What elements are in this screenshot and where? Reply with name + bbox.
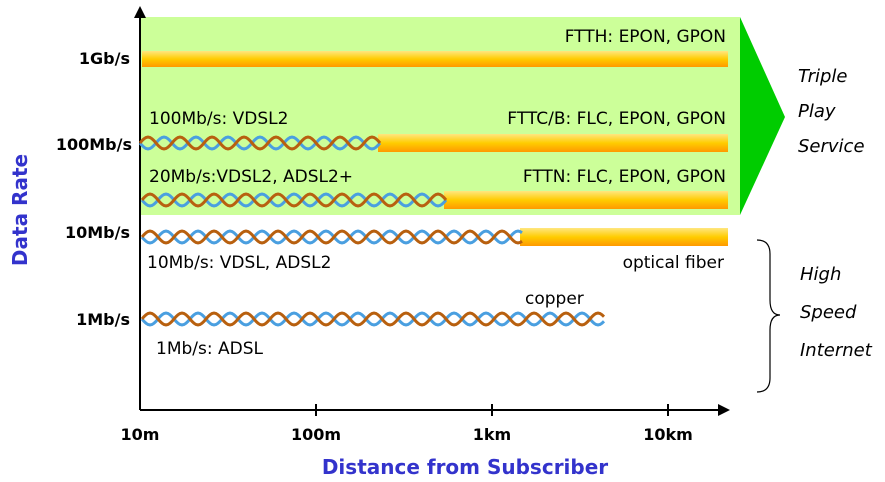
label-vdsl2-100: 100Mb/s: VDSL2 bbox=[149, 109, 288, 129]
copper-wire-20mb-brown bbox=[140, 192, 448, 208]
label-fttn: FTTN: FLC, EPON, GPON bbox=[523, 167, 726, 187]
x-tick-100m: 100m bbox=[291, 425, 341, 444]
y-tick-100mb: 100Mb/s bbox=[56, 135, 132, 154]
copper-wire-1mb-blue bbox=[140, 311, 606, 327]
label-ftth: FTTH: EPON, GPON bbox=[565, 27, 726, 47]
label-optical-fiber: optical fiber bbox=[623, 253, 724, 273]
copper-wire-10mb-brown bbox=[140, 229, 523, 245]
copper-wire-100mb-brown bbox=[138, 135, 382, 151]
y-axis-arrowhead bbox=[134, 6, 146, 18]
fiber-bar-optical bbox=[520, 228, 728, 246]
label-service: Service bbox=[798, 136, 865, 157]
label-play: Play bbox=[798, 101, 836, 122]
fiber-bar-ftth bbox=[142, 51, 728, 67]
label-high: High bbox=[800, 264, 841, 285]
label-speed: Speed bbox=[800, 302, 857, 323]
label-fttc: FTTC/B: FLC, EPON, GPON bbox=[507, 109, 726, 129]
label-copper: copper bbox=[525, 289, 584, 309]
fiber-bar-fttn bbox=[444, 191, 728, 209]
triple-play-region bbox=[140, 17, 740, 215]
x-tick-10km: 10km bbox=[643, 425, 693, 444]
label-vdsl2-20: 20Mb/s:VDSL2, ADSL2+ bbox=[149, 167, 353, 187]
x-axis-title: Distance from Subscriber bbox=[322, 455, 608, 479]
copper-wires bbox=[138, 135, 606, 327]
y-tick-1mb: 1Mb/s bbox=[76, 310, 130, 329]
y-tick-1gb: 1Gb/s bbox=[79, 49, 130, 68]
x-axis-arrowhead bbox=[718, 404, 730, 416]
copper-wire-20mb-blue bbox=[140, 192, 448, 208]
y-axis-title: Data Rate bbox=[8, 154, 32, 266]
label-triple: Triple bbox=[798, 66, 848, 87]
internet-brace bbox=[756, 239, 781, 393]
copper-wire-100mb-blue bbox=[138, 135, 382, 151]
label-internet: Internet bbox=[800, 340, 873, 361]
triple-play-arrow bbox=[740, 17, 785, 215]
copper-wire-1mb-brown bbox=[140, 311, 606, 327]
label-adsl-1: 1Mb/s: ADSL bbox=[156, 339, 264, 359]
x-tick-1km: 1km bbox=[473, 425, 511, 444]
y-tick-10mb: 10Mb/s bbox=[65, 223, 130, 242]
label-vdsl-10: 10Mb/s: VDSL, ADSL2 bbox=[147, 253, 331, 273]
fiber-bar-fttc bbox=[378, 134, 728, 152]
x-tick-10m: 10m bbox=[121, 425, 160, 444]
